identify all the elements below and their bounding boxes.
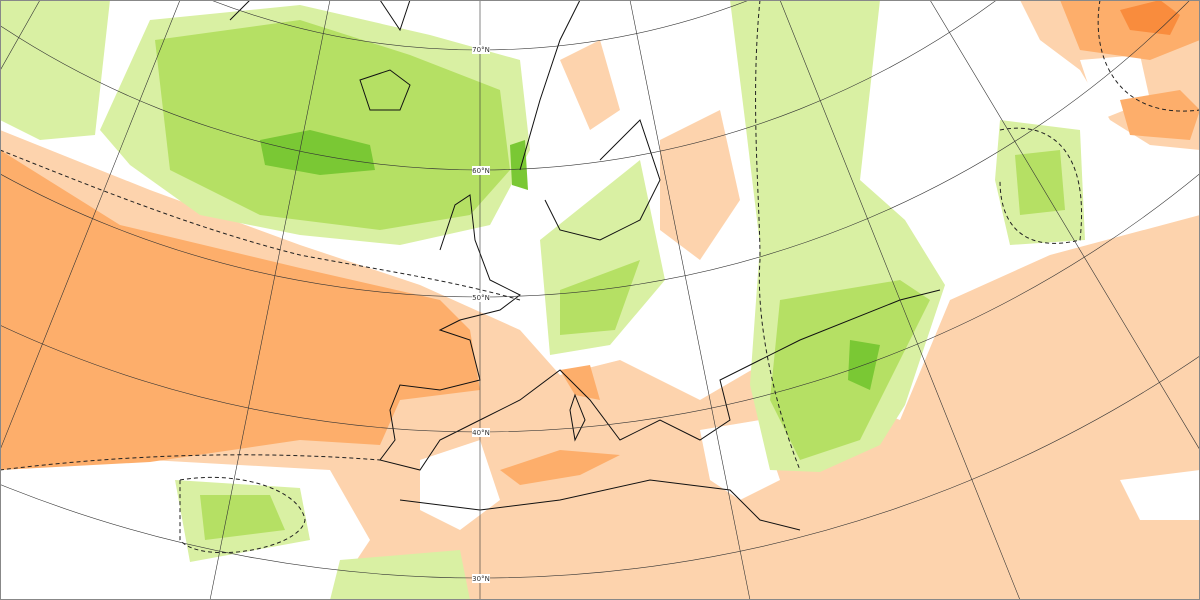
coastline — [519, 0, 581, 171]
label-bg — [472, 45, 490, 54]
meridian — [629, 0, 751, 600]
label-bg — [472, 574, 490, 583]
cool-anomaly-strong — [200, 495, 285, 540]
latitude-label: 30°N — [472, 575, 490, 583]
warm-anomaly — [560, 40, 620, 130]
meridian — [779, 0, 1021, 600]
cool-anomaly-strongest — [260, 130, 375, 175]
coastline — [229, 0, 411, 32]
meridian — [0, 0, 181, 451]
neutral-area — [1120, 470, 1200, 520]
label-bg — [472, 428, 490, 437]
coastline — [569, 393, 586, 442]
cool-anomaly-strong — [560, 260, 640, 335]
coastline — [359, 69, 411, 111]
contour — [1097, 0, 1200, 112]
cool-anomaly — [330, 550, 470, 600]
contour — [179, 476, 306, 554]
label-bg — [472, 293, 490, 302]
contour — [999, 127, 1082, 244]
cool-anomaly — [0, 0, 110, 140]
warm-anomaly — [660, 110, 740, 260]
label-bg — [472, 166, 490, 175]
contour — [0, 149, 521, 301]
latitude-label: 40°N — [472, 429, 490, 437]
neutral-area — [700, 420, 780, 500]
contour — [755, 0, 801, 471]
meridian — [209, 0, 331, 600]
contours — [0, 0, 1200, 554]
coastline — [379, 194, 941, 471]
latitude-label: 60°N — [472, 167, 490, 175]
latitude-labels: 70°N 60°N 50°N 40°N 30°N — [472, 45, 490, 583]
warm-anomaly-strong — [1120, 90, 1200, 140]
warm-anomaly-strong — [500, 450, 620, 485]
coastline — [544, 119, 661, 241]
latitude-label: 50°N — [472, 294, 490, 302]
cool-anomaly-strongest — [510, 140, 528, 190]
meridian — [929, 0, 1200, 451]
warm-anomaly-strong — [560, 365, 600, 400]
latitude-label: 70°N — [472, 46, 490, 54]
dark-orange-area — [1120, 0, 1180, 35]
cool-anomaly-strong — [1015, 150, 1065, 215]
cool-anomaly-strong — [155, 20, 510, 230]
